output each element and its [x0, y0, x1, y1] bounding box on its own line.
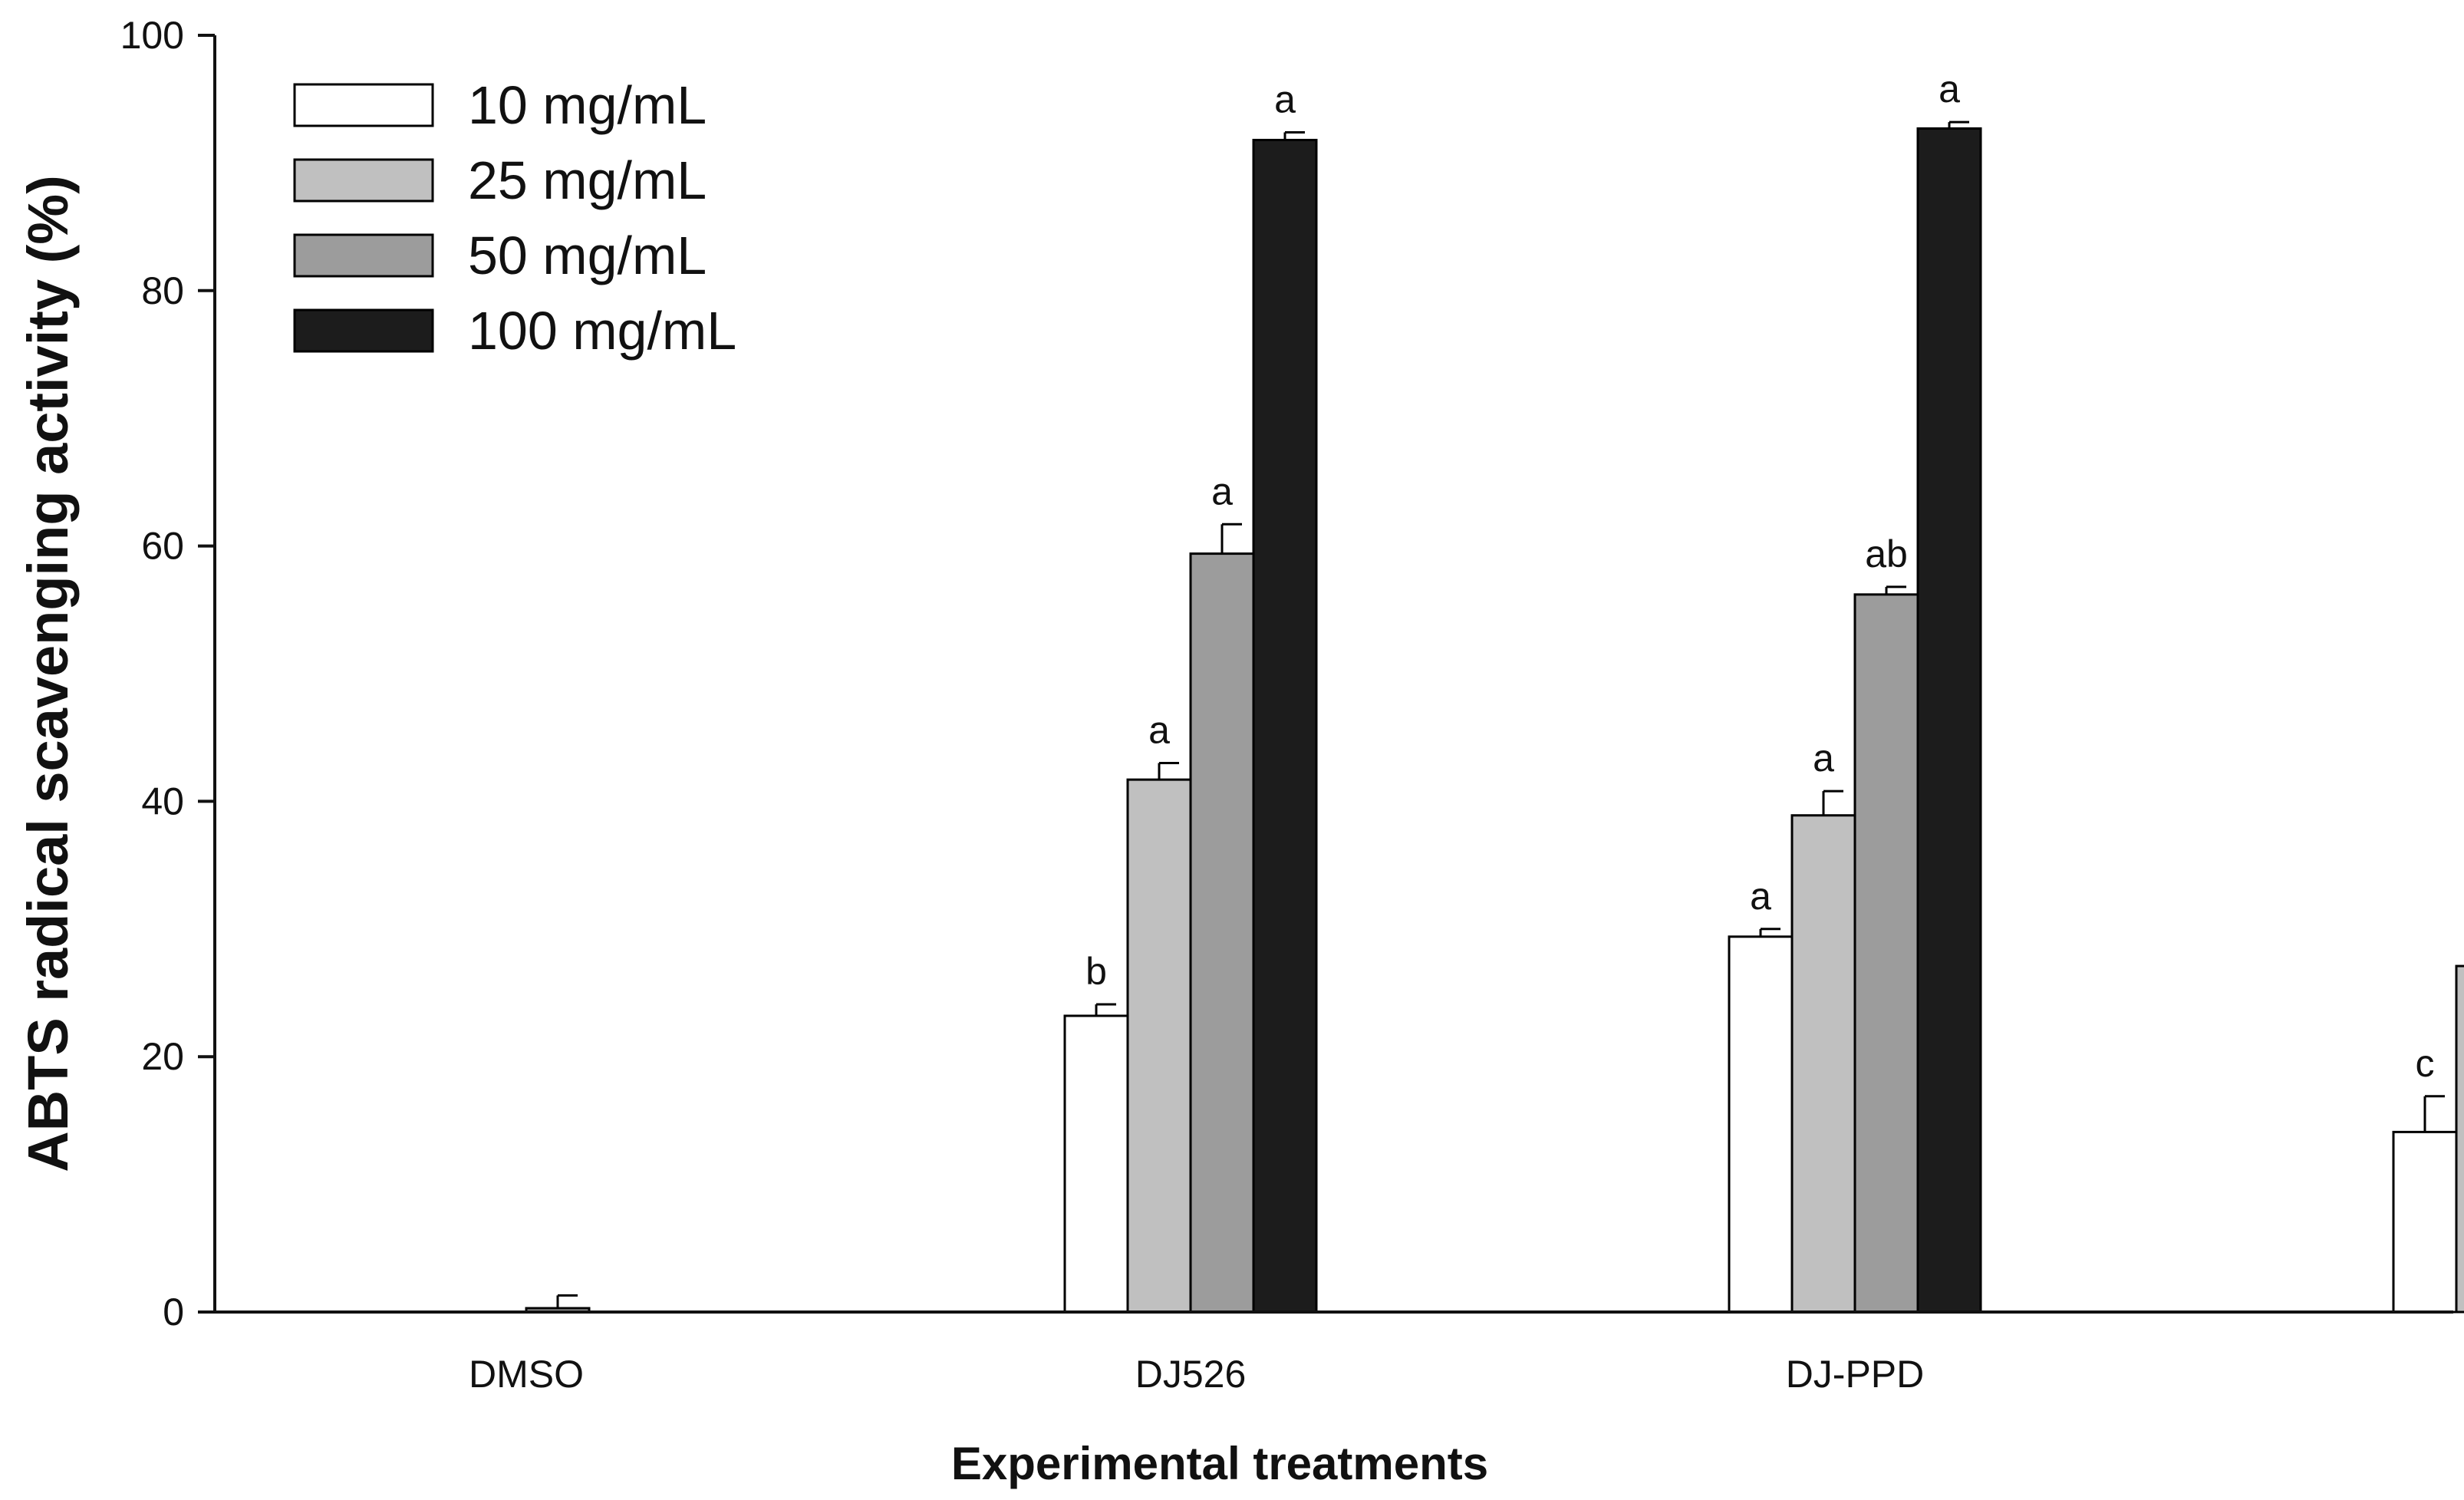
- legend-swatch: [293, 83, 434, 127]
- legend-label: 25 mg/mL: [468, 150, 707, 210]
- x-tick-label: DJ526: [1135, 1353, 1247, 1396]
- y-tick-label: 40: [141, 780, 184, 823]
- significance-letter: b: [1085, 950, 1107, 993]
- legend-swatch: [293, 158, 434, 203]
- significance-letter: ab: [1865, 532, 1908, 575]
- significance-letter: a: [1211, 470, 1233, 513]
- bars-layer: [525, 127, 2464, 1314]
- error-bars-layer: [556, 120, 2445, 1309]
- significance-letter: a: [1148, 708, 1170, 751]
- y-ticks-layer: 0 20 40 60 80 100: [120, 14, 215, 1334]
- x-axis-title: Experimental treatments: [951, 1438, 1488, 1489]
- bar-tr-1-s1: [2392, 1130, 2458, 1314]
- bar-dj526-s2: [1126, 778, 1192, 1314]
- bar-tr-1-s2: [2455, 964, 2464, 1314]
- y-tick-label: 100: [120, 14, 184, 57]
- y-tick-label: 60: [141, 525, 184, 568]
- bar-dj526-s4: [1252, 138, 1318, 1314]
- legend-swatch: [293, 233, 434, 278]
- bar-dj-ppd-s1: [1728, 935, 1794, 1314]
- y-axis-title: ABTS radical scavenging activity (%): [16, 175, 80, 1172]
- significance-letter: a: [1274, 77, 1296, 120]
- legend-swatch: [293, 308, 434, 353]
- bar-dj-ppd-s2: [1790, 814, 1856, 1314]
- bar-dj-ppd-s3: [1853, 593, 1919, 1314]
- bar-dj526-s3: [1189, 552, 1255, 1314]
- x-tick-label: DMSO: [469, 1353, 584, 1396]
- significance-letter: a: [1813, 737, 1834, 780]
- y-tick-label: 80: [141, 269, 184, 312]
- significance-letter: a: [1750, 875, 1771, 918]
- legend: 10 mg/mL 25 mg/mL 50 mg/mL 100 mg/mL: [293, 75, 736, 361]
- legend-label: 100 mg/mL: [468, 301, 736, 361]
- significance-letter: c: [2416, 1042, 2435, 1085]
- significance-letter: a: [1939, 68, 1960, 110]
- significance-letters-layer: baaaaaabaccdccbcbbabca: [1085, 68, 2435, 1085]
- y-tick-label: 20: [141, 1035, 184, 1078]
- bar-dj-ppd-s4: [1916, 127, 1982, 1314]
- x-tick-label: DJ-PPD: [1786, 1353, 1925, 1396]
- legend-label: 10 mg/mL: [468, 75, 707, 135]
- bar-dj526-s1: [1063, 1014, 1129, 1314]
- legend-label: 50 mg/mL: [468, 226, 707, 285]
- y-tick-label: 0: [163, 1291, 184, 1334]
